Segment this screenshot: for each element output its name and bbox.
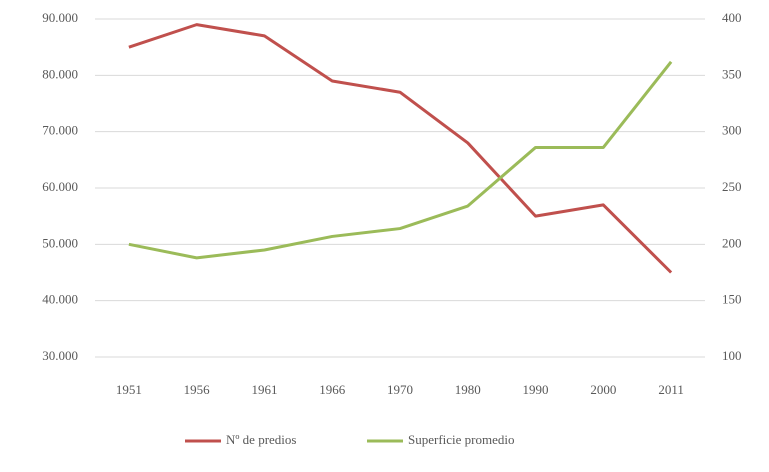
y2-tick-label: 250 xyxy=(722,179,742,194)
y-tick-label: 30.000 xyxy=(42,348,78,363)
y2-tick-label: 150 xyxy=(722,292,742,307)
x-tick-label: 1970 xyxy=(387,382,413,397)
x-tick-label: 1956 xyxy=(184,382,211,397)
legend-label: Nº de predios xyxy=(226,432,296,447)
series-line xyxy=(128,60,673,260)
y2-tick-label: 400 xyxy=(722,10,742,25)
y-tick-label: 50.000 xyxy=(42,235,78,250)
y-tick-label: 60.000 xyxy=(42,179,78,194)
y-tick-label: 80.000 xyxy=(42,66,78,81)
y2-tick-label: 200 xyxy=(722,235,742,250)
y2-tick-label: 300 xyxy=(722,123,742,138)
x-tick-label: 1961 xyxy=(251,382,277,397)
y-tick-label: 90.000 xyxy=(42,10,78,25)
y2-tick-label: 100 xyxy=(722,348,742,363)
x-tick-label: 2000 xyxy=(590,382,616,397)
x-tick-label: 1951 xyxy=(116,382,142,397)
x-tick-label: 1980 xyxy=(455,382,481,397)
x-tick-label: 1966 xyxy=(319,382,346,397)
y2-tick-label: 350 xyxy=(722,66,742,81)
y-tick-label: 70.000 xyxy=(42,123,78,138)
series-line xyxy=(128,23,673,274)
legend-label: Superficie promedio xyxy=(408,432,515,447)
x-tick-label: 1990 xyxy=(523,382,549,397)
x-tick-label: 2011 xyxy=(658,382,684,397)
y-tick-label: 40.000 xyxy=(42,292,78,307)
